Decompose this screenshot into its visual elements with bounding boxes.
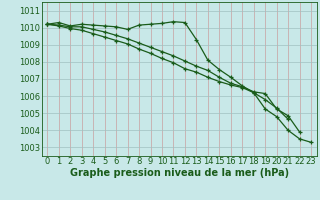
X-axis label: Graphe pression niveau de la mer (hPa): Graphe pression niveau de la mer (hPa) — [70, 168, 289, 178]
